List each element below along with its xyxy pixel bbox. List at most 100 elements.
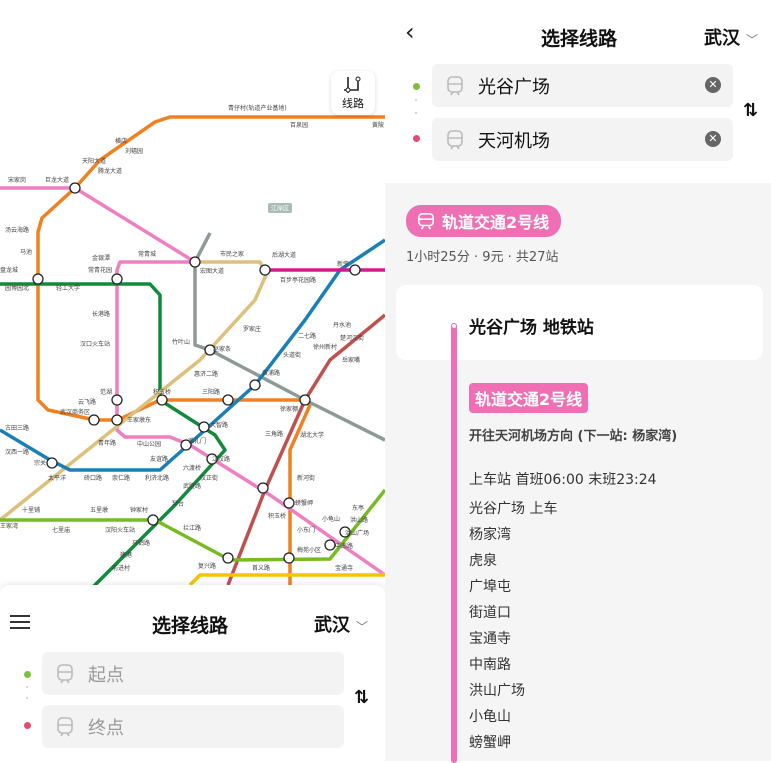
- station-label[interactable]: 小东门: [297, 526, 315, 534]
- station-label[interactable]: 市民之家: [220, 250, 244, 258]
- start-input[interactable]: 起点: [42, 652, 344, 695]
- station-label[interactable]: 长港路: [92, 310, 110, 318]
- interchange-station[interactable]: [283, 497, 295, 509]
- station-label[interactable]: 园博园北: [5, 284, 29, 292]
- station-label[interactable]: 盘龙城: [0, 266, 18, 274]
- station-label[interactable]: 云飞路: [78, 398, 96, 406]
- station-label[interactable]: 宗关: [34, 459, 46, 467]
- station-label[interactable]: 汉阳火车站: [105, 526, 135, 534]
- station-label[interactable]: 建港: [120, 551, 132, 559]
- station-label[interactable]: 拦江路: [183, 524, 201, 532]
- interchange-station[interactable]: [111, 394, 123, 406]
- interchange-station[interactable]: [299, 394, 311, 406]
- station-label[interactable]: 新荣: [337, 260, 349, 268]
- station-label[interactable]: 王家墩东: [127, 416, 151, 424]
- station-label[interactable]: 小龟山: [322, 515, 340, 523]
- station-label[interactable]: 常青花园: [88, 266, 112, 274]
- station-label[interactable]: 前进村: [112, 564, 130, 572]
- route-button[interactable]: 线路: [331, 71, 375, 115]
- station-label[interactable]: 横店: [115, 137, 127, 145]
- start-input[interactable]: 光谷广场 ✕: [432, 64, 733, 107]
- station-label[interactable]: 五里墩: [90, 506, 108, 514]
- station-label[interactable]: 轻工大学: [56, 284, 80, 292]
- station-label[interactable]: 洪山广场: [345, 529, 369, 537]
- station-label[interactable]: 武汉商务区: [60, 408, 90, 416]
- clear-end-icon[interactable]: ✕: [705, 131, 721, 147]
- station-label[interactable]: 腾龙大道: [98, 167, 122, 175]
- station-label[interactable]: 江汉路: [212, 455, 230, 463]
- station-label[interactable]: 百步亭花园路: [280, 276, 316, 284]
- station-label[interactable]: 六渡桥: [183, 464, 201, 472]
- station-label[interactable]: 马池: [20, 248, 32, 256]
- station-label[interactable]: 大智路: [210, 421, 228, 429]
- end-input[interactable]: 终点: [42, 705, 344, 748]
- station-label[interactable]: 王家湾: [0, 522, 18, 530]
- station-label[interactable]: 马鹦路: [132, 539, 150, 547]
- station-label[interactable]: 丹水池: [333, 321, 351, 329]
- station-label[interactable]: 黄浦路: [262, 369, 280, 377]
- interchange-station[interactable]: [339, 526, 351, 538]
- interchange-station[interactable]: [349, 264, 361, 276]
- station-label[interactable]: 罗家庄: [243, 325, 261, 333]
- city-selector[interactable]: 武汉 ﹀: [704, 24, 758, 50]
- station-label[interactable]: 竹叶山: [172, 338, 190, 346]
- station-label[interactable]: 东亭: [352, 504, 364, 512]
- station-label[interactable]: 汉口火车站: [80, 340, 110, 348]
- interchange-station[interactable]: [257, 482, 269, 494]
- station-label[interactable]: 七里庙: [52, 526, 70, 534]
- interchange-station[interactable]: [111, 273, 123, 285]
- interchange-station[interactable]: [206, 453, 218, 465]
- station-label[interactable]: 宋家岗: [8, 176, 26, 184]
- station-label[interactable]: 百泉园: [290, 121, 308, 129]
- station-label[interactable]: 刘辐园: [125, 147, 143, 155]
- city-selector[interactable]: 武汉 ﹀: [314, 611, 368, 637]
- interchange-station[interactable]: [222, 394, 234, 406]
- interchange-station[interactable]: [198, 421, 210, 433]
- end-input[interactable]: 天河机场 ✕: [432, 118, 733, 161]
- origin-station-card[interactable]: [396, 285, 763, 360]
- station-label[interactable]: 汉正街: [200, 474, 218, 482]
- interchange-station[interactable]: [147, 514, 159, 526]
- station-label[interactable]: 循礼门: [188, 437, 206, 445]
- station-label[interactable]: 积玉桥: [268, 512, 286, 520]
- interchange-station[interactable]: [324, 539, 336, 551]
- station-label[interactable]: 中山公园: [137, 440, 161, 448]
- station-label[interactable]: 中南路: [335, 542, 353, 550]
- station-label[interactable]: 金银潭: [92, 254, 110, 262]
- interchange-station[interactable]: [180, 439, 192, 451]
- station-label[interactable]: 赵家条: [213, 345, 231, 353]
- station-label[interactable]: 青年路: [98, 439, 116, 447]
- station-label[interactable]: 湖北大学: [300, 431, 324, 439]
- station-label[interactable]: 武胜路: [183, 482, 201, 490]
- station-label[interactable]: 头道街: [283, 351, 301, 359]
- clear-start-icon[interactable]: ✕: [705, 77, 721, 93]
- interchange-station[interactable]: [189, 256, 201, 268]
- station-label[interactable]: 二七路: [298, 332, 316, 340]
- station-label[interactable]: 黄陂: [372, 121, 384, 129]
- swap-icon[interactable]: ⇅: [354, 687, 370, 708]
- station-label[interactable]: 首义路: [252, 564, 270, 572]
- station-label[interactable]: 螃蟹岬: [295, 499, 313, 507]
- route-line-pill[interactable]: 轨道交通2号线: [406, 205, 562, 237]
- station-label[interactable]: 梅苑小区: [297, 546, 321, 554]
- station-label[interactable]: 硚口路: [84, 474, 102, 482]
- back-icon[interactable]: ‹: [405, 18, 415, 46]
- station-label[interactable]: 青仔村(轨道产业基地): [228, 104, 287, 112]
- interchange-station[interactable]: [69, 182, 81, 194]
- station-label[interactable]: 利济北路: [145, 474, 169, 482]
- station-label[interactable]: 宏图大道: [200, 267, 224, 275]
- station-label[interactable]: 徐家棚: [280, 405, 298, 413]
- station-label[interactable]: 太平洋: [48, 474, 66, 482]
- station-label[interactable]: 惠济二路: [194, 370, 218, 378]
- interchange-station[interactable]: [111, 414, 123, 426]
- station-label[interactable]: 岳家嘴: [342, 356, 360, 364]
- station-label[interactable]: 巨龙大道: [45, 176, 69, 184]
- station-label[interactable]: 范湖: [100, 388, 112, 396]
- menu-icon[interactable]: [10, 615, 30, 629]
- interchange-station[interactable]: [222, 552, 234, 564]
- station-label[interactable]: 复兴路: [198, 562, 216, 570]
- interchange-station[interactable]: [249, 379, 261, 391]
- station-label[interactable]: 楚河汉街: [340, 334, 364, 342]
- station-label[interactable]: 友谊路: [150, 455, 168, 463]
